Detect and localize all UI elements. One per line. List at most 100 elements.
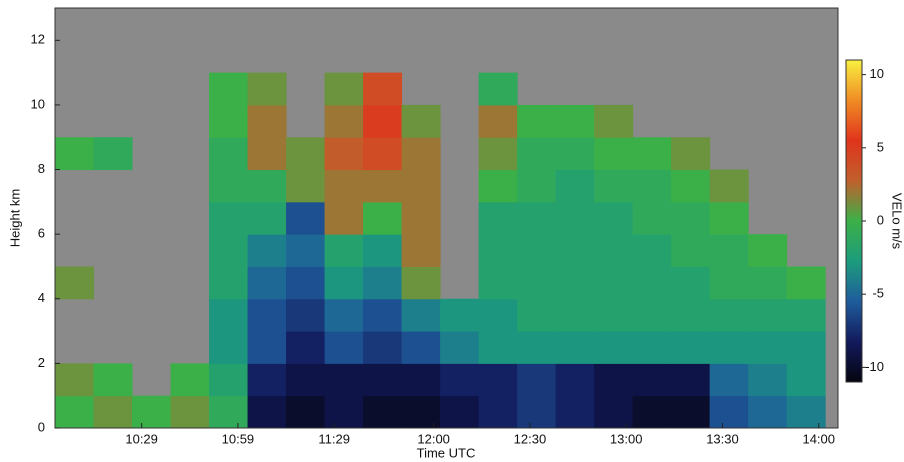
cell bbox=[671, 395, 711, 429]
cell bbox=[478, 331, 518, 364]
cell bbox=[401, 169, 441, 203]
cell bbox=[594, 298, 634, 332]
cell bbox=[517, 266, 557, 300]
x-tick-label: 11:29 bbox=[318, 431, 350, 446]
cell bbox=[748, 331, 788, 364]
cell bbox=[594, 234, 634, 267]
cell bbox=[671, 331, 711, 364]
cell bbox=[324, 363, 364, 397]
cell bbox=[709, 201, 749, 235]
cell bbox=[786, 395, 826, 429]
x-tick-label: 12:30 bbox=[514, 431, 547, 446]
cell bbox=[632, 234, 672, 267]
cell bbox=[709, 169, 749, 203]
cell bbox=[671, 201, 711, 235]
y-tick-label: 4 bbox=[38, 290, 45, 305]
y-tick-label: 2 bbox=[38, 355, 45, 370]
cell bbox=[478, 104, 518, 138]
cell bbox=[286, 169, 326, 203]
cell bbox=[286, 331, 326, 364]
cell bbox=[786, 266, 826, 300]
cell bbox=[286, 266, 326, 300]
cell bbox=[401, 201, 441, 235]
cell bbox=[594, 201, 634, 235]
cell bbox=[671, 137, 711, 171]
cell bbox=[632, 298, 672, 332]
cell bbox=[209, 137, 249, 171]
cell bbox=[363, 234, 403, 267]
cell bbox=[363, 266, 403, 300]
cell bbox=[632, 201, 672, 235]
cell bbox=[324, 169, 364, 203]
y-tick-label: 6 bbox=[38, 226, 45, 241]
cell bbox=[247, 201, 287, 235]
cell bbox=[517, 104, 557, 138]
cell bbox=[478, 266, 518, 300]
x-tick-label: 13:30 bbox=[706, 431, 739, 446]
cell bbox=[632, 266, 672, 300]
x-axis-label: Time UTC bbox=[417, 445, 476, 460]
cell bbox=[517, 137, 557, 171]
cell bbox=[555, 395, 595, 429]
cell bbox=[363, 169, 403, 203]
cell bbox=[594, 104, 634, 138]
cell bbox=[555, 363, 595, 397]
cell bbox=[401, 363, 441, 397]
cell bbox=[440, 395, 480, 429]
cell bbox=[286, 137, 326, 171]
colorbar-tick-label: 0 bbox=[877, 212, 884, 227]
cell bbox=[363, 395, 403, 429]
cell bbox=[93, 395, 133, 429]
y-tick-label: 0 bbox=[38, 419, 45, 434]
colorbar bbox=[845, 59, 863, 383]
colorbar-tick-label: -5 bbox=[872, 286, 884, 301]
cell bbox=[209, 363, 249, 397]
cell bbox=[324, 331, 364, 364]
cell bbox=[748, 363, 788, 397]
cell bbox=[209, 266, 249, 300]
cell bbox=[363, 201, 403, 235]
cell bbox=[594, 331, 634, 364]
cell bbox=[170, 363, 210, 397]
cell bbox=[517, 234, 557, 267]
cell bbox=[517, 298, 557, 332]
cell bbox=[93, 137, 133, 171]
cell bbox=[209, 395, 249, 429]
cell bbox=[517, 331, 557, 364]
cell bbox=[401, 104, 441, 138]
cell bbox=[478, 363, 518, 397]
cell bbox=[247, 137, 287, 171]
cell bbox=[632, 137, 672, 171]
y-tick-label: 8 bbox=[38, 161, 45, 176]
x-tick-label: 12:00 bbox=[417, 431, 450, 446]
cell bbox=[478, 395, 518, 429]
cell bbox=[671, 234, 711, 267]
cell bbox=[286, 363, 326, 397]
cell bbox=[247, 234, 287, 267]
cell bbox=[132, 395, 172, 429]
cell bbox=[247, 331, 287, 364]
cell bbox=[594, 137, 634, 171]
cell bbox=[440, 363, 480, 397]
cell bbox=[401, 331, 441, 364]
cell bbox=[709, 395, 749, 429]
cell bbox=[363, 137, 403, 171]
cell bbox=[709, 266, 749, 300]
cell bbox=[247, 266, 287, 300]
colorbar-tick-label: 5 bbox=[877, 139, 884, 154]
x-tick-label: 13:00 bbox=[610, 431, 643, 446]
cell bbox=[478, 72, 518, 106]
cell bbox=[363, 72, 403, 106]
cell bbox=[517, 169, 557, 203]
cell bbox=[209, 331, 249, 364]
cell bbox=[209, 201, 249, 235]
cell bbox=[671, 298, 711, 332]
cell bbox=[555, 266, 595, 300]
plot-frame bbox=[54, 7, 839, 429]
cell bbox=[555, 234, 595, 267]
cell bbox=[594, 395, 634, 429]
cell bbox=[363, 363, 403, 397]
cell bbox=[440, 298, 480, 332]
cell bbox=[247, 72, 287, 106]
cell bbox=[748, 266, 788, 300]
